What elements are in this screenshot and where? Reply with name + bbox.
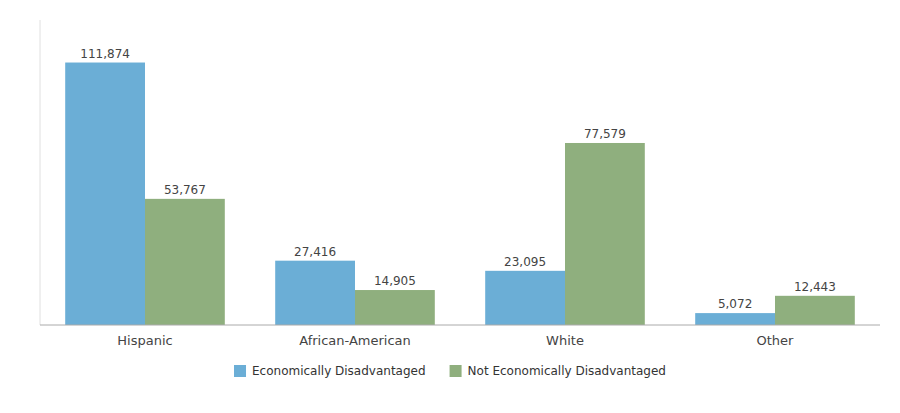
bar <box>355 290 435 325</box>
x-tick-label: White <box>546 333 584 348</box>
bars <box>65 63 855 325</box>
data-label: 111,874 <box>80 47 130 61</box>
data-label: 14,905 <box>374 274 416 288</box>
chart: 111,874 27,416 23,095 5,072 53,767 14,905 77,5… <box>0 0 900 413</box>
y-axis-line <box>40 20 41 325</box>
x-tick-labels: Hispanic African-American White Other <box>117 333 794 348</box>
legend: Economically Disadvantaged Not Economical… <box>234 364 666 378</box>
bar <box>565 143 645 325</box>
data-label: 5,072 <box>718 297 752 311</box>
legend-swatch <box>234 365 246 377</box>
bar <box>145 199 225 325</box>
legend-swatch <box>450 365 462 377</box>
data-label: 12,443 <box>794 280 836 294</box>
bar <box>275 261 355 325</box>
data-label: 77,579 <box>584 127 626 141</box>
x-axis-line <box>40 325 880 326</box>
legend-label: Economically Disadvantaged <box>252 364 426 378</box>
bar <box>485 271 565 325</box>
bar <box>65 63 145 325</box>
data-label: 53,767 <box>164 183 206 197</box>
bar <box>775 296 855 325</box>
data-labels: 111,874 27,416 23,095 5,072 53,767 14,905 77,5… <box>80 47 836 312</box>
data-label: 23,095 <box>504 255 546 269</box>
x-tick-label: Other <box>757 333 795 348</box>
background <box>0 0 900 413</box>
bar <box>695 313 775 325</box>
x-tick-label: African-American <box>299 333 411 348</box>
legend-label: Not Economically Disadvantaged <box>468 364 666 378</box>
x-tick-label: Hispanic <box>117 333 172 348</box>
data-label: 27,416 <box>294 245 336 259</box>
